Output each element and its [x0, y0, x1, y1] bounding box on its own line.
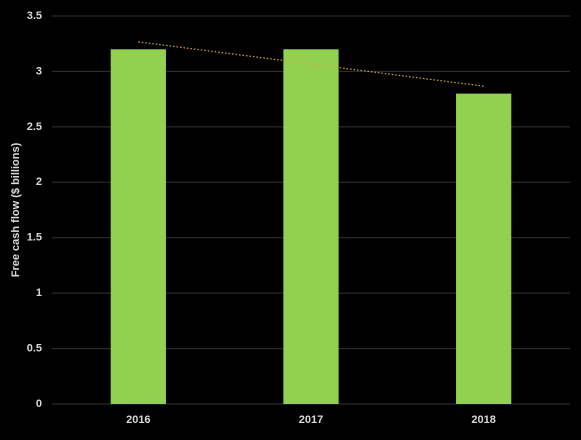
y-tick-label: 3.5 — [27, 10, 42, 22]
x-tick-label: 2016 — [126, 414, 150, 426]
x-tick-label: 2017 — [299, 414, 323, 426]
bar — [283, 49, 339, 404]
y-tick-label: 0.5 — [27, 342, 42, 354]
bar — [456, 93, 512, 404]
y-tick-label: 1.5 — [27, 232, 42, 244]
y-tick-label: 2.5 — [27, 121, 42, 133]
y-tick-label: 3 — [36, 65, 42, 77]
y-axis-label: Free cash flow ($ billions) — [10, 142, 22, 277]
y-tick-label: 1 — [36, 287, 42, 299]
y-tick-label: 2 — [36, 176, 42, 188]
y-tick-label: 0 — [36, 398, 42, 410]
bar — [110, 49, 166, 404]
x-tick-label: 2018 — [471, 414, 495, 426]
